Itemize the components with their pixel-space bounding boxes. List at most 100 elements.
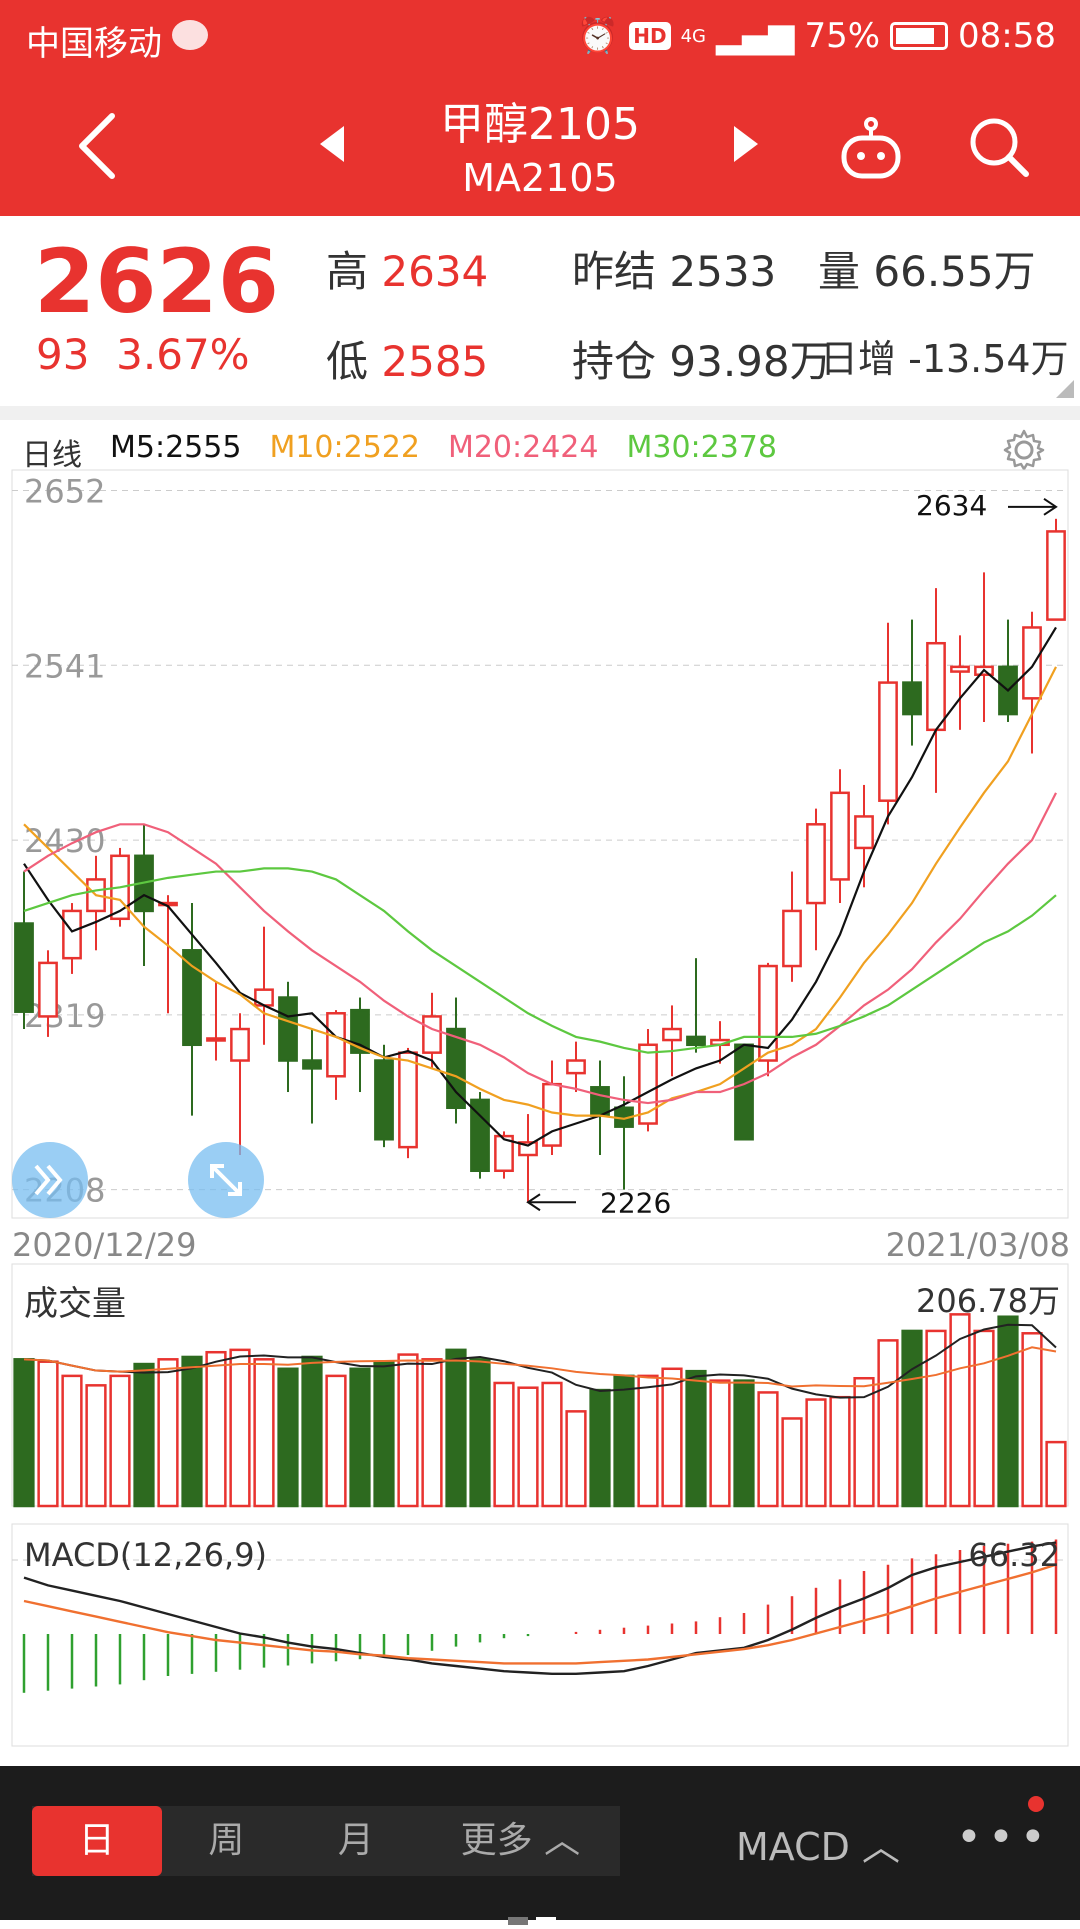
ma-line-m20 <box>23 792 1057 1105</box>
volume-bar-up <box>541 1381 563 1508</box>
macd-dif-line <box>23 1541 1057 1676</box>
high-value: 2634 <box>381 247 489 296</box>
open-interest-label: 持仓 <box>572 337 657 386</box>
volume-bar-down <box>181 1355 203 1508</box>
fast-forward-button[interactable] <box>12 1142 88 1218</box>
macd-value: 66.32 <box>968 1536 1060 1574</box>
more-options-icon[interactable]: ••• <box>956 1812 1052 1863</box>
volume-bar-down <box>277 1367 299 1508</box>
signal-icon: ▂▄▆ <box>715 16 795 56</box>
candle-up <box>398 1051 418 1149</box>
volume-bar-up <box>565 1410 587 1508</box>
end-date: 2021/03/08 <box>885 1226 1070 1264</box>
volume-bar-up <box>493 1381 515 1508</box>
volume-bar-down <box>733 1379 755 1508</box>
volume-bar-up <box>709 1379 731 1508</box>
candle-down <box>374 1059 394 1141</box>
indicator-selector[interactable]: MACD ︿ <box>736 1825 900 1869</box>
search-icon[interactable] <box>964 112 1034 182</box>
volume-bar-up <box>517 1386 539 1508</box>
volume-bar-down <box>445 1348 467 1508</box>
next-contract-icon[interactable] <box>734 126 758 162</box>
volume-bar-up <box>805 1398 827 1508</box>
price-tick-label: 2319 <box>24 997 105 1035</box>
volume-bar-up <box>925 1329 947 1508</box>
volume-bar-up <box>829 1395 851 1508</box>
ma-legend: 日线 M5:2555 M10:2522 M20:2424 M30:2378 <box>22 430 777 474</box>
prev-settle-label: 昨结 <box>572 247 657 296</box>
candle-up <box>1046 530 1066 621</box>
volume-bar-up <box>1021 1332 1043 1508</box>
signal-type: 4G <box>680 25 706 47</box>
low-marker-label: 2226 <box>600 1186 671 1219</box>
volume-value: 66.55万 <box>873 247 1036 296</box>
volume-bar-up <box>973 1329 995 1508</box>
volume-bar-up <box>637 1374 659 1508</box>
price-panel-frame <box>11 469 1069 1219</box>
candle-down <box>182 949 202 1047</box>
candle-down <box>590 1086 610 1117</box>
candle-up <box>878 681 898 802</box>
ma-line-m5 <box>23 626 1057 1147</box>
price-tick-label: 2652 <box>24 472 105 510</box>
volume-bar-up <box>85 1384 107 1508</box>
daily-change-value: -13.54万 <box>908 337 1069 381</box>
price-change: 93 3.67% <box>36 330 250 379</box>
volume-bar-up <box>949 1313 971 1508</box>
prev-contract-icon[interactable] <box>320 126 344 162</box>
volume-bar-down <box>589 1388 611 1508</box>
ma-line-m30 <box>23 867 1057 1054</box>
volume-bar-up <box>109 1374 131 1508</box>
candle-down <box>902 681 922 716</box>
candle-up <box>926 641 946 732</box>
candle-down <box>686 1035 706 1047</box>
candle-down <box>470 1098 490 1173</box>
fullscreen-button[interactable] <box>188 1142 264 1218</box>
volume-bar-up <box>157 1358 179 1508</box>
volume-bar-up <box>397 1353 419 1508</box>
volume-bar-up <box>253 1358 275 1508</box>
candle-up <box>230 1027 250 1062</box>
prev-settle-cell: 昨结 2533 <box>572 238 776 299</box>
expand-icon <box>210 1164 242 1196</box>
open-interest-cell: 持仓 93.98万 <box>572 328 832 389</box>
volume-max: 206.78万 <box>916 1282 1060 1320</box>
candle-down <box>446 1027 466 1110</box>
tab-week[interactable]: 周 <box>208 1820 245 1861</box>
volume-bar-up <box>877 1339 899 1508</box>
settings-gear-icon[interactable] <box>1002 428 1046 472</box>
battery-percent: 75% <box>804 16 881 56</box>
volume-panel-frame <box>11 1263 1069 1507</box>
candle-down <box>278 996 298 1062</box>
chart-area[interactable]: 日线 M5:2555 M10:2522 M20:2424 M30:2378 26… <box>0 420 1080 1760</box>
price-tick-label: 2430 <box>24 822 105 860</box>
candle-up <box>638 1043 658 1125</box>
quote-panel: 2626 93 3.67% 高 2634 低 2585 昨结 2533 量 66… <box>0 216 1080 406</box>
volume-bar-up <box>205 1350 227 1508</box>
start-date: 2020/12/29 <box>12 1226 197 1264</box>
ma10-label: M10:2522 <box>269 430 420 465</box>
low-value: 2585 <box>381 337 489 386</box>
robot-assistant-icon[interactable] <box>836 114 906 184</box>
candle-up <box>38 961 58 1018</box>
nav-bar: 甲醇2105 MA2105 <box>0 76 1080 216</box>
volume-bar-down <box>373 1360 395 1508</box>
section-divider <box>0 406 1080 420</box>
expand-corner-icon[interactable] <box>1056 380 1074 398</box>
status-bar: 中国移动 ⏰ HD 4G ▂▄▆ 75% 08:58 <box>0 0 1080 76</box>
volume-bar-down <box>301 1355 323 1508</box>
tab-more[interactable]: 更多 ︿ <box>460 1820 581 1861</box>
volume-ma10-line <box>23 1346 1057 1388</box>
volume-bar-down <box>13 1358 35 1508</box>
volume-title: 成交量 <box>24 1284 126 1324</box>
volume-bar-up <box>757 1391 779 1508</box>
tab-month[interactable]: 月 <box>337 1820 374 1861</box>
daily-change-label: 日增 <box>820 337 897 381</box>
volume-bar-up <box>853 1376 875 1508</box>
tab-day[interactable]: 日 <box>32 1806 162 1876</box>
candle-down <box>302 1059 322 1070</box>
carrier-label: 中国移动 <box>26 24 162 64</box>
volume-bar-up <box>421 1358 443 1508</box>
back-arrow-icon[interactable] <box>70 106 130 186</box>
